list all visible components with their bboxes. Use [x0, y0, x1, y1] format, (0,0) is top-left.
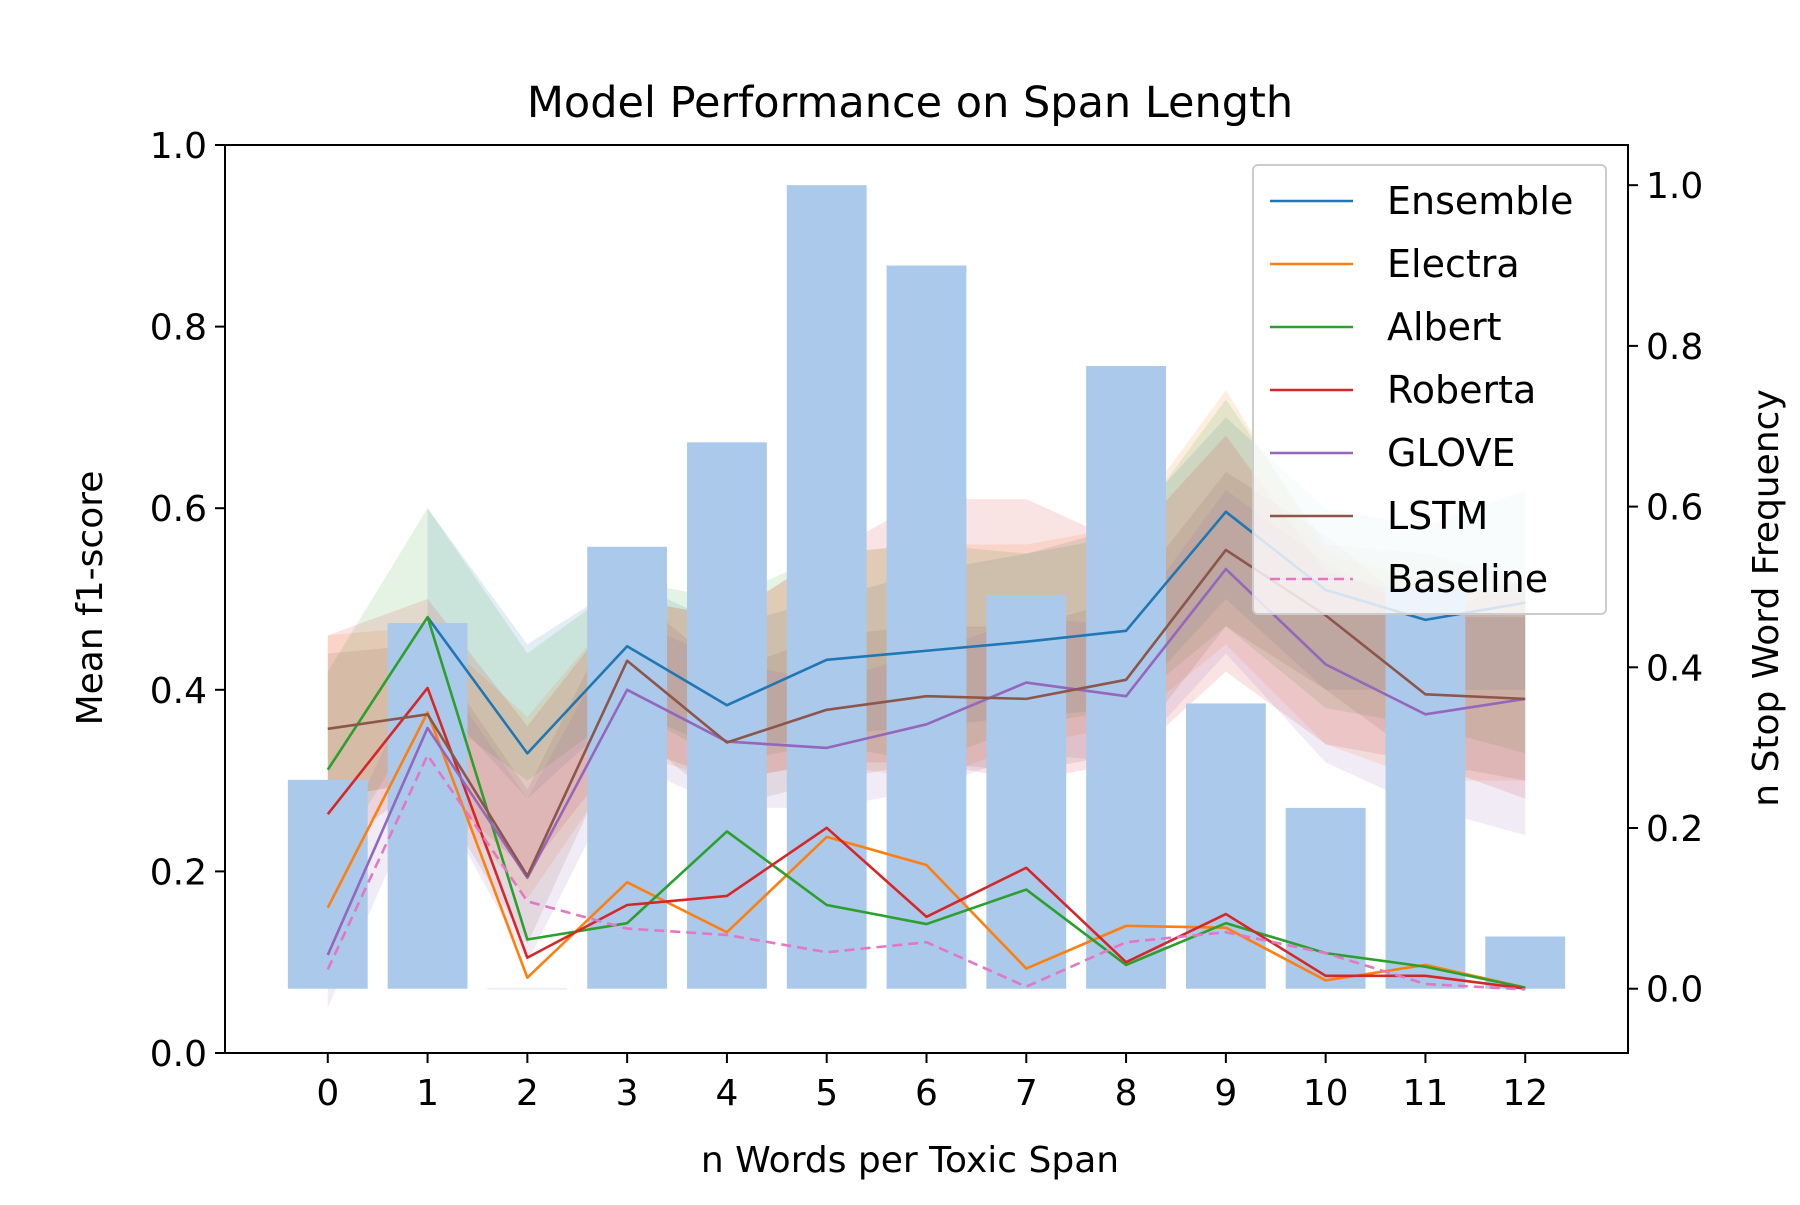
- y2-axis-ticks: 0.0 0.2 0.4 0.6 0.8 1.0: [1628, 166, 1703, 1011]
- bar: [287, 779, 368, 989]
- legend-label: LSTM: [1387, 494, 1488, 538]
- y2-tick-label: 1.0: [1646, 166, 1703, 207]
- bar: [387, 623, 468, 989]
- y-axis-ticks: 0.0 0.2 0.4 0.6 0.8 1.0: [150, 126, 225, 1075]
- x-axis-ticks: 0 1 2 3 4 5 6 7 8 9 10 11 12: [316, 1053, 1548, 1114]
- y2-tick-label: 0.4: [1646, 648, 1703, 689]
- series-line-glove: [326, 567, 1526, 956]
- legend-label: Electra: [1387, 242, 1520, 286]
- x-tick-label: 9: [1214, 1073, 1237, 1114]
- x-tick-label: 11: [1403, 1073, 1449, 1114]
- x-tick-label: 2: [516, 1073, 539, 1114]
- y2-tick-label: 0.0: [1646, 970, 1703, 1011]
- y2-axis-label: n Stop Word Frequency: [1746, 389, 1787, 807]
- y-tick-label: 0.4: [150, 671, 207, 712]
- bar: [986, 594, 1067, 989]
- x-tick-label: 1: [416, 1073, 439, 1114]
- chart-title: Model Performance on Span Length: [527, 78, 1293, 128]
- legend: Ensemble Electra Albert Roberta GLOVE LSTM Bas…: [1252, 164, 1607, 615]
- bar: [786, 185, 867, 989]
- legend-box: [1252, 164, 1607, 615]
- y2-tick-label: 0.8: [1646, 327, 1703, 368]
- series-line-roberta: [326, 686, 1526, 990]
- bar: [487, 988, 568, 990]
- x-tick-label: 7: [1015, 1073, 1038, 1114]
- legend-label: Ensemble: [1387, 179, 1573, 223]
- bar: [1185, 703, 1266, 989]
- bar: [1485, 936, 1566, 989]
- x-tick-label: 6: [915, 1073, 938, 1114]
- bar: [587, 546, 668, 989]
- series-line-electra: [326, 711, 1526, 989]
- legend-label: Baseline: [1387, 557, 1548, 601]
- x-tick-label: 10: [1303, 1073, 1349, 1114]
- y2-tick-label: 0.2: [1646, 809, 1703, 850]
- x-tick-label: 12: [1502, 1073, 1548, 1114]
- x-tick-label: 4: [715, 1073, 738, 1114]
- x-tick-label: 3: [616, 1073, 639, 1114]
- y-tick-label: 0.2: [150, 852, 207, 893]
- y-tick-label: 0.0: [150, 1034, 207, 1075]
- x-axis-label: n Words per Toxic Span: [701, 1140, 1119, 1181]
- legend-label: GLOVE: [1387, 431, 1516, 475]
- series-line-baseline: [326, 753, 1526, 991]
- legend-label: Roberta: [1387, 368, 1536, 412]
- x-tick-label: 5: [815, 1073, 838, 1114]
- bar: [1385, 586, 1466, 989]
- x-tick-label: 8: [1115, 1073, 1138, 1114]
- y-tick-label: 0.8: [150, 308, 207, 349]
- y-axis-label: Mean f1-score: [70, 471, 111, 726]
- legend-label: Albert: [1387, 305, 1502, 349]
- y2-tick-label: 0.6: [1646, 488, 1703, 529]
- bar: [1086, 365, 1166, 989]
- x-tick-label: 0: [316, 1073, 339, 1114]
- series-line-lstm: [327, 548, 1526, 878]
- y-tick-label: 1.0: [150, 126, 207, 167]
- stop-word-bars: [287, 185, 1566, 990]
- y-tick-label: 0.6: [150, 489, 207, 530]
- bar: [886, 265, 967, 989]
